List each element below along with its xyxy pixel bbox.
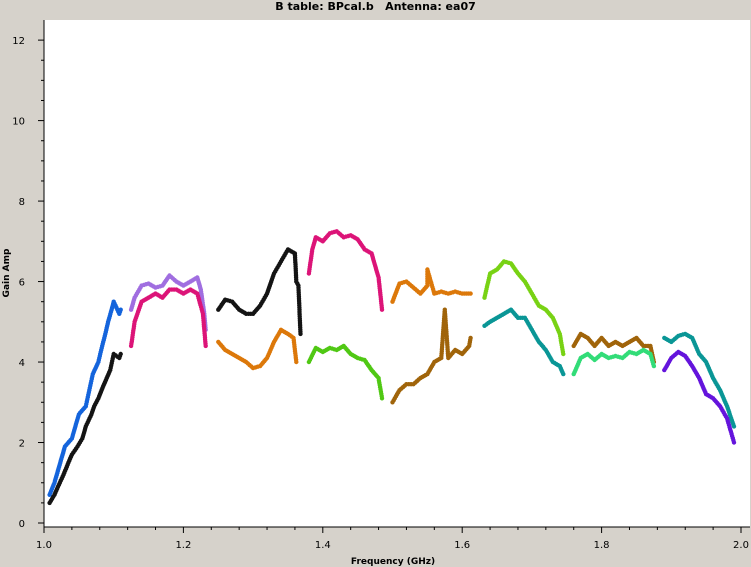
data-point [294,359,299,365]
data-point [468,291,473,296]
series-15 [662,349,737,445]
x-axis-label: Frequency (GHz) [351,557,435,567]
data-point [468,335,473,341]
series-1 [47,351,123,506]
series-13 [571,347,657,377]
y-tick-label: 8 [19,197,25,208]
data-point [561,371,566,377]
y-tick-label: 4 [19,358,25,369]
series-11 [482,307,566,377]
data-point [203,343,208,349]
series-4 [216,247,303,337]
y-tick-label: 2 [19,439,25,450]
data-point [731,424,737,429]
x-tick-label: 2.0 [733,540,749,551]
x-tick-label: 1.2 [175,540,191,551]
series-8 [390,267,473,304]
x-tick-label: 1.8 [594,540,610,551]
y-tick-label: 0 [19,519,25,530]
y-tick-label: 12 [12,36,25,47]
series-6 [306,229,385,312]
data-point [379,307,385,312]
data-series [47,229,737,506]
data-point [731,440,737,445]
x-tick-label: 1.6 [454,540,470,551]
data-point [561,351,566,357]
series-5 [216,327,299,371]
series-14 [662,331,737,429]
series-10 [482,259,566,357]
y-axis-label: Gain Amp [2,248,12,297]
data-point [298,331,303,337]
series-9 [390,307,473,405]
axis-ticks: 1.0 1.2 1.4 1.6 1.8 2.0 0 2 4 6 8 10 12 [12,36,749,551]
x-tick-label: 1.4 [315,540,331,551]
data-point [651,363,657,369]
series-0 [47,299,123,497]
series-7 [306,343,385,401]
x-tick-label: 1.0 [36,540,52,551]
y-tick-label: 6 [19,278,25,289]
data-point [379,396,385,401]
data-point [118,351,123,357]
chart-title: B table: BPcal.b Antenna: ea07 [275,0,476,13]
plot-area [44,20,750,527]
data-point [118,307,123,312]
series-3 [128,287,208,349]
y-tick-label: 10 [12,117,25,128]
